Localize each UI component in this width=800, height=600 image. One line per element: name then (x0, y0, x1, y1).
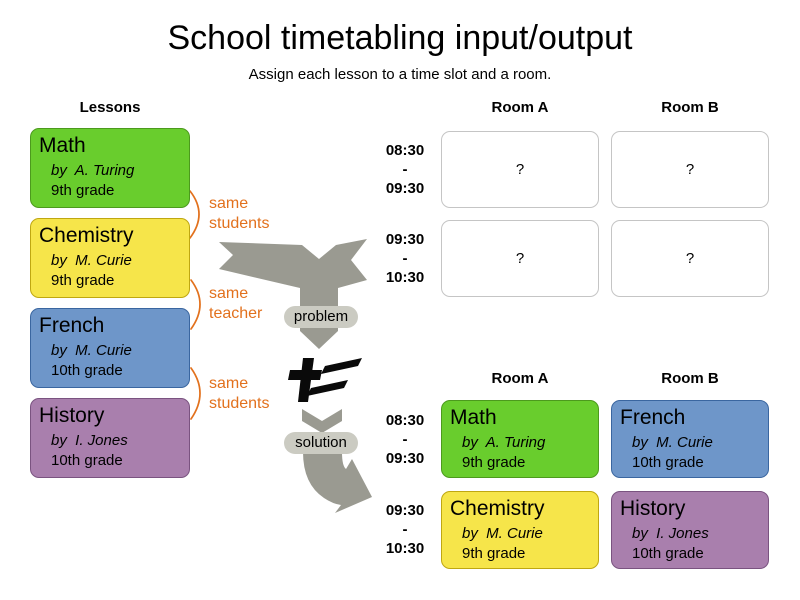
constraint-same-students-2: same students (209, 374, 269, 414)
page-title: School timetabling input/output (167, 19, 633, 57)
timeslot-end: 09:30 (385, 450, 425, 467)
logo-f-lower-bar (307, 380, 348, 396)
timeslot-start: 09:30 (385, 231, 425, 248)
constraint-line: same (209, 285, 249, 302)
timeslot-separator: - (402, 161, 408, 178)
same-teacher-brace (190, 279, 201, 330)
lesson-subject: French (620, 406, 686, 429)
question-mark: ? (515, 161, 525, 178)
assigned-card-history: History by I. Jones 10th grade (611, 491, 769, 569)
lesson-teacher: by M. Curie (51, 342, 132, 359)
constraint-line: same (209, 195, 249, 212)
lesson-card-french: French by M. Curie 10th grade (30, 308, 190, 388)
same-students-brace-2 (190, 367, 201, 420)
lesson-subject: History (39, 404, 105, 427)
timefold-logo-icon (288, 358, 362, 402)
lesson-grade: 9th grade (462, 545, 526, 562)
lesson-grade: 10th grade (51, 362, 123, 379)
lesson-card-history: History by I. Jones 10th grade (30, 398, 190, 478)
constraint-line: students (209, 395, 270, 412)
timeslot-start: 09:30 (385, 502, 425, 519)
solution-arrow-chevron-icon (302, 409, 342, 433)
logo-f-upper-bar (321, 358, 362, 374)
lessons-header: Lessons (79, 99, 141, 116)
timeslot-separator: - (402, 431, 408, 448)
problem-label: problem (284, 306, 358, 328)
lesson-subject: History (620, 497, 686, 520)
page-subtitle: Assign each lesson to a time slot and a … (248, 66, 552, 83)
question-mark: ? (515, 250, 525, 267)
lesson-subject: Chemistry (450, 497, 545, 520)
same-students-brace-1 (189, 190, 200, 239)
lesson-teacher: by A. Turing (462, 434, 546, 451)
lesson-subject: Math (450, 406, 497, 429)
constraint-line: teacher (209, 305, 263, 322)
timeslot-end: 09:30 (385, 180, 425, 197)
timeslot-end: 10:30 (385, 269, 425, 286)
question-mark: ? (685, 161, 695, 178)
lesson-subject: Math (39, 134, 86, 157)
lesson-subject: French (39, 314, 105, 337)
constraint-same-teacher: same teacher (209, 284, 262, 324)
assigned-card-math: Math by A. Turing 9th grade (441, 400, 599, 478)
lesson-teacher: by M. Curie (462, 525, 543, 542)
lesson-subject: Chemistry (39, 224, 134, 247)
assigned-card-chemistry: Chemistry by M. Curie 9th grade (441, 491, 599, 569)
timeslot-start: 08:30 (385, 142, 425, 159)
timeslot-separator: - (402, 521, 408, 538)
constraint-line: students (209, 215, 270, 232)
question-mark: ? (685, 250, 695, 267)
timeslot-end: 10:30 (385, 540, 425, 557)
timeslot-separator: - (402, 250, 408, 267)
unassigned-cell-room-a-0930: ? (441, 220, 599, 297)
problem-timeslot-0830-0930: 08:30 - 09:30 (381, 141, 429, 198)
constraint-line: same (209, 375, 249, 392)
problem-grid-room-a-header: Room A (491, 99, 549, 116)
unassigned-cell-room-b-0930: ? (611, 220, 769, 297)
unassigned-cell-room-b-0830: ? (611, 131, 769, 208)
lesson-grade: 9th grade (462, 454, 526, 471)
lesson-teacher: by I. Jones (632, 525, 709, 542)
logo-t-crossbar (288, 370, 322, 380)
lesson-teacher: by M. Curie (51, 252, 132, 269)
lesson-grade: 9th grade (51, 272, 115, 289)
solution-grid-room-a-header: Room A (491, 370, 549, 387)
lesson-teacher: by M. Curie (632, 434, 713, 451)
unassigned-cell-room-a-0830: ? (441, 131, 599, 208)
lesson-card-math: Math by A. Turing 9th grade (30, 128, 190, 208)
lesson-grade: 9th grade (51, 182, 115, 199)
solution-timeslot-0830-0930: 08:30 - 09:30 (381, 411, 429, 468)
solution-timeslot-0930-1030: 09:30 - 10:30 (381, 501, 429, 558)
problem-grid-room-b-header: Room B (661, 99, 719, 116)
timeslot-start: 08:30 (385, 412, 425, 429)
solution-grid-room-b-header: Room B (661, 370, 719, 387)
constraint-same-students-1: same students (209, 194, 269, 234)
problem-timeslot-0930-1030: 09:30 - 10:30 (381, 230, 429, 287)
lesson-teacher: by A. Turing (51, 162, 135, 179)
lesson-card-chemistry: Chemistry by M. Curie 9th grade (30, 218, 190, 298)
assigned-card-french: French by M. Curie 10th grade (611, 400, 769, 478)
lesson-grade: 10th grade (51, 452, 123, 469)
lesson-grade: 10th grade (632, 454, 704, 471)
lesson-grade: 10th grade (632, 545, 704, 562)
lesson-teacher: by I. Jones (51, 432, 128, 449)
solution-label: solution (284, 432, 358, 454)
